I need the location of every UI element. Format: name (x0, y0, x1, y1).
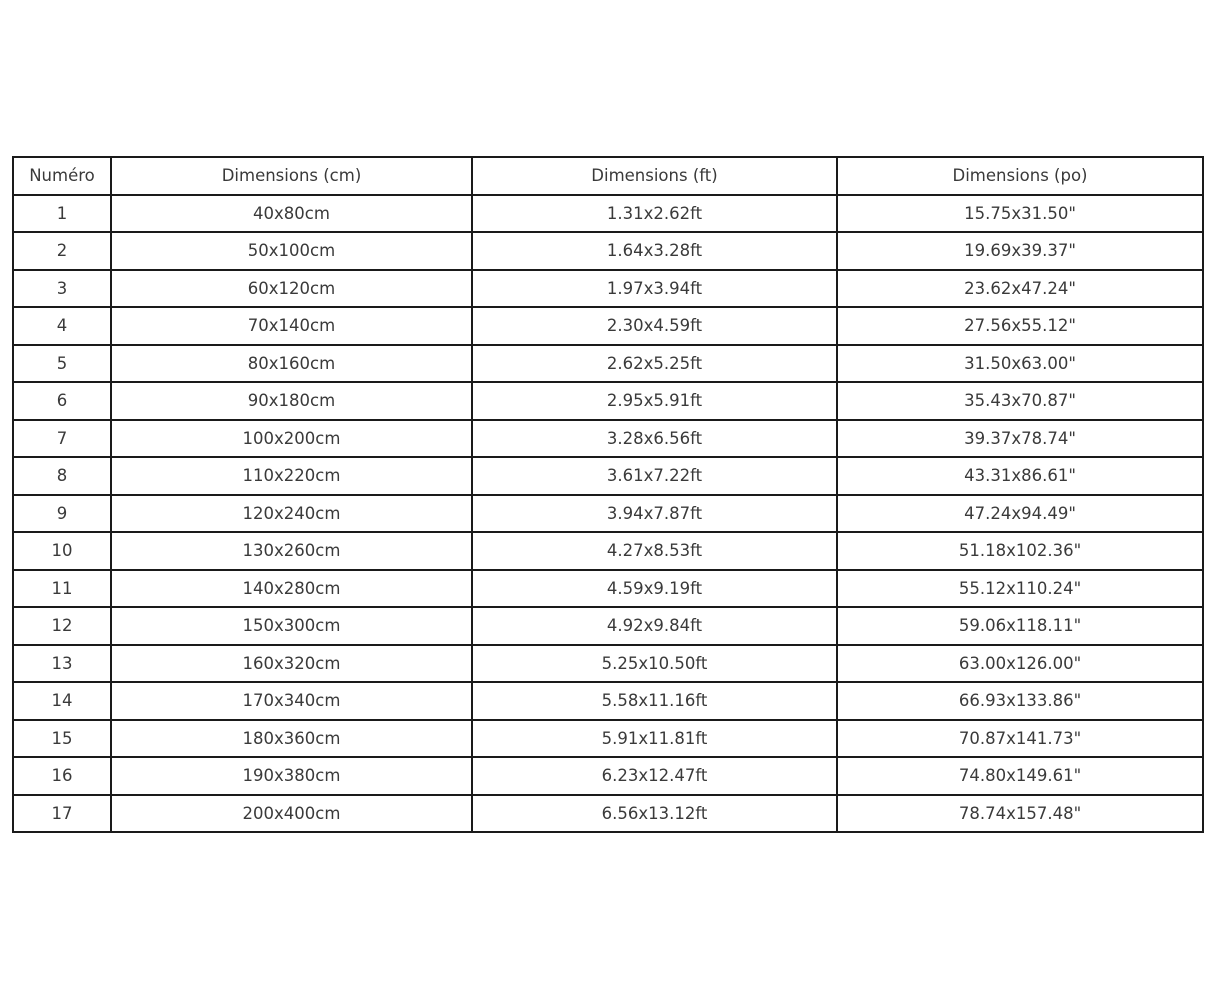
cell-dimensions-po: 43.31x86.61" (836, 456, 1204, 496)
cell-dimensions-po: 19.69x39.37" (836, 231, 1204, 271)
cell-dimensions-po: 47.24x94.49" (836, 493, 1204, 533)
cell-dimensions-cm: 140x280cm (110, 568, 473, 608)
cell-dimensions-cm: 60x120cm (110, 268, 473, 308)
cell-dimensions-ft: 5.91x11.81ft (471, 718, 838, 758)
cell-numero: 10 (12, 531, 112, 571)
cell-dimensions-cm: 170x340cm (110, 681, 473, 721)
header-dimensions-cm: Dimensions (cm) (110, 156, 473, 196)
cell-dimensions-ft: 1.97x3.94ft (471, 268, 838, 308)
cell-dimensions-ft: 5.58x11.16ft (471, 681, 838, 721)
cell-numero: 17 (12, 793, 112, 833)
cell-dimensions-ft: 5.25x10.50ft (471, 643, 838, 683)
cell-dimensions-cm: 80x160cm (110, 343, 473, 383)
cell-dimensions-ft: 6.56x13.12ft (471, 793, 838, 833)
cell-dimensions-ft: 4.27x8.53ft (471, 531, 838, 571)
cell-dimensions-po: 59.06x118.11" (836, 606, 1204, 646)
cell-dimensions-cm: 50x100cm (110, 231, 473, 271)
cell-dimensions-cm: 190x380cm (110, 756, 473, 796)
cell-dimensions-po: 51.18x102.36" (836, 531, 1204, 571)
table-row: 8 110x220cm 3.61x7.22ft 43.31x86.61" (12, 456, 1204, 496)
table-row: 6 90x180cm 2.95x5.91ft 35.43x70.87" (12, 381, 1204, 421)
cell-numero: 1 (12, 193, 112, 233)
table-row: 17 200x400cm 6.56x13.12ft 78.74x157.48" (12, 793, 1204, 833)
cell-numero: 16 (12, 756, 112, 796)
cell-dimensions-cm: 110x220cm (110, 456, 473, 496)
table-row: 16 190x380cm 6.23x12.47ft 74.80x149.61" (12, 756, 1204, 796)
cell-dimensions-cm: 150x300cm (110, 606, 473, 646)
cell-dimensions-ft: 6.23x12.47ft (471, 756, 838, 796)
table-row: 5 80x160cm 2.62x5.25ft 31.50x63.00" (12, 343, 1204, 383)
cell-dimensions-cm: 40x80cm (110, 193, 473, 233)
cell-numero: 8 (12, 456, 112, 496)
dimensions-table-container: Numéro Dimensions (cm) Dimensions (ft) D… (12, 156, 1204, 833)
cell-numero: 2 (12, 231, 112, 271)
cell-numero: 3 (12, 268, 112, 308)
cell-dimensions-po: 39.37x78.74" (836, 418, 1204, 458)
cell-dimensions-cm: 70x140cm (110, 306, 473, 346)
cell-numero: 12 (12, 606, 112, 646)
cell-dimensions-po: 31.50x63.00" (836, 343, 1204, 383)
table-row: 10 130x260cm 4.27x8.53ft 51.18x102.36" (12, 531, 1204, 571)
table-row: 15 180x360cm 5.91x11.81ft 70.87x141.73" (12, 718, 1204, 758)
cell-numero: 7 (12, 418, 112, 458)
cell-dimensions-cm: 120x240cm (110, 493, 473, 533)
table-row: 4 70x140cm 2.30x4.59ft 27.56x55.12" (12, 306, 1204, 346)
cell-dimensions-cm: 200x400cm (110, 793, 473, 833)
table-row: 11 140x280cm 4.59x9.19ft 55.12x110.24" (12, 568, 1204, 608)
cell-numero: 5 (12, 343, 112, 383)
cell-numero: 4 (12, 306, 112, 346)
header-dimensions-ft: Dimensions (ft) (471, 156, 838, 196)
cell-dimensions-po: 27.56x55.12" (836, 306, 1204, 346)
cell-numero: 11 (12, 568, 112, 608)
cell-dimensions-cm: 180x360cm (110, 718, 473, 758)
cell-dimensions-po: 74.80x149.61" (836, 756, 1204, 796)
header-dimensions-po: Dimensions (po) (836, 156, 1204, 196)
table-row: 13 160x320cm 5.25x10.50ft 63.00x126.00" (12, 643, 1204, 683)
table-row: 7 100x200cm 3.28x6.56ft 39.37x78.74" (12, 418, 1204, 458)
cell-dimensions-ft: 1.64x3.28ft (471, 231, 838, 271)
table-row: 3 60x120cm 1.97x3.94ft 23.62x47.24" (12, 268, 1204, 308)
cell-numero: 13 (12, 643, 112, 683)
cell-dimensions-ft: 2.62x5.25ft (471, 343, 838, 383)
cell-dimensions-po: 63.00x126.00" (836, 643, 1204, 683)
header-numero: Numéro (12, 156, 112, 196)
table-row: 14 170x340cm 5.58x11.16ft 66.93x133.86" (12, 681, 1204, 721)
cell-dimensions-ft: 4.92x9.84ft (471, 606, 838, 646)
cell-dimensions-po: 55.12x110.24" (836, 568, 1204, 608)
cell-dimensions-ft: 3.28x6.56ft (471, 418, 838, 458)
cell-dimensions-po: 15.75x31.50" (836, 193, 1204, 233)
cell-numero: 15 (12, 718, 112, 758)
table-body: 1 40x80cm 1.31x2.62ft 15.75x31.50" 2 50x100cm… (12, 193, 1204, 833)
cell-dimensions-po: 35.43x70.87" (836, 381, 1204, 421)
table-row: 2 50x100cm 1.64x3.28ft 19.69x39.37" (12, 231, 1204, 271)
table-row: 1 40x80cm 1.31x2.62ft 15.75x31.50" (12, 193, 1204, 233)
cell-dimensions-cm: 130x260cm (110, 531, 473, 571)
cell-dimensions-po: 23.62x47.24" (836, 268, 1204, 308)
cell-dimensions-po: 78.74x157.48" (836, 793, 1204, 833)
cell-dimensions-po: 70.87x141.73" (836, 718, 1204, 758)
cell-dimensions-cm: 100x200cm (110, 418, 473, 458)
dimensions-conversion-table: Numéro Dimensions (cm) Dimensions (ft) D… (12, 156, 1204, 833)
table-row: 12 150x300cm 4.92x9.84ft 59.06x118.11" (12, 606, 1204, 646)
cell-numero: 14 (12, 681, 112, 721)
cell-dimensions-ft: 3.94x7.87ft (471, 493, 838, 533)
cell-dimensions-cm: 160x320cm (110, 643, 473, 683)
cell-dimensions-ft: 1.31x2.62ft (471, 193, 838, 233)
cell-dimensions-ft: 4.59x9.19ft (471, 568, 838, 608)
header-row: Numéro Dimensions (cm) Dimensions (ft) D… (12, 156, 1204, 196)
cell-dimensions-cm: 90x180cm (110, 381, 473, 421)
table-row: 9 120x240cm 3.94x7.87ft 47.24x94.49" (12, 493, 1204, 533)
cell-numero: 9 (12, 493, 112, 533)
cell-dimensions-ft: 2.95x5.91ft (471, 381, 838, 421)
cell-dimensions-ft: 2.30x4.59ft (471, 306, 838, 346)
cell-dimensions-ft: 3.61x7.22ft (471, 456, 838, 496)
cell-dimensions-po: 66.93x133.86" (836, 681, 1204, 721)
cell-numero: 6 (12, 381, 112, 421)
